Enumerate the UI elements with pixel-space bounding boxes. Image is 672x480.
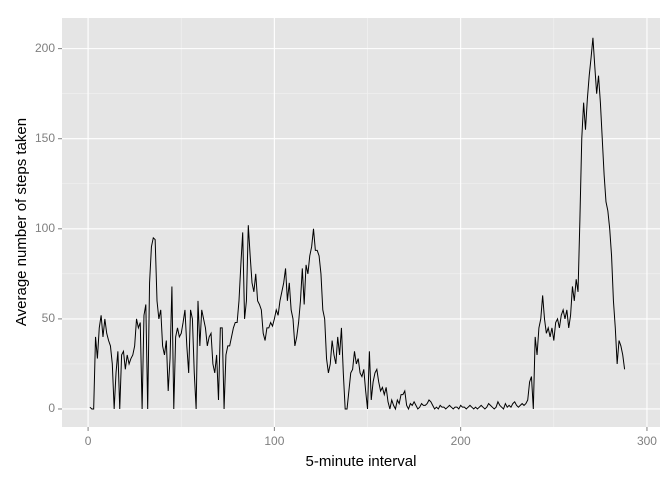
y-tick-label: 150 — [35, 131, 55, 145]
line — [89, 37, 626, 411]
x-tick-label: 0 — [85, 434, 92, 448]
x-tick-label: 300 — [637, 434, 657, 448]
y-tick-label: 0 — [48, 401, 55, 415]
y-tick-label: 50 — [42, 311, 56, 325]
panel — [62, 18, 660, 427]
y-tick-label: 200 — [35, 41, 55, 55]
x-tick-label: 100 — [264, 434, 284, 448]
x-tick-label: 200 — [451, 434, 471, 448]
x-axis-title: 5-minute interval — [306, 453, 417, 470]
y-tick-label: 100 — [35, 221, 55, 235]
y-axis-title: Average number of steps taken — [13, 118, 30, 326]
